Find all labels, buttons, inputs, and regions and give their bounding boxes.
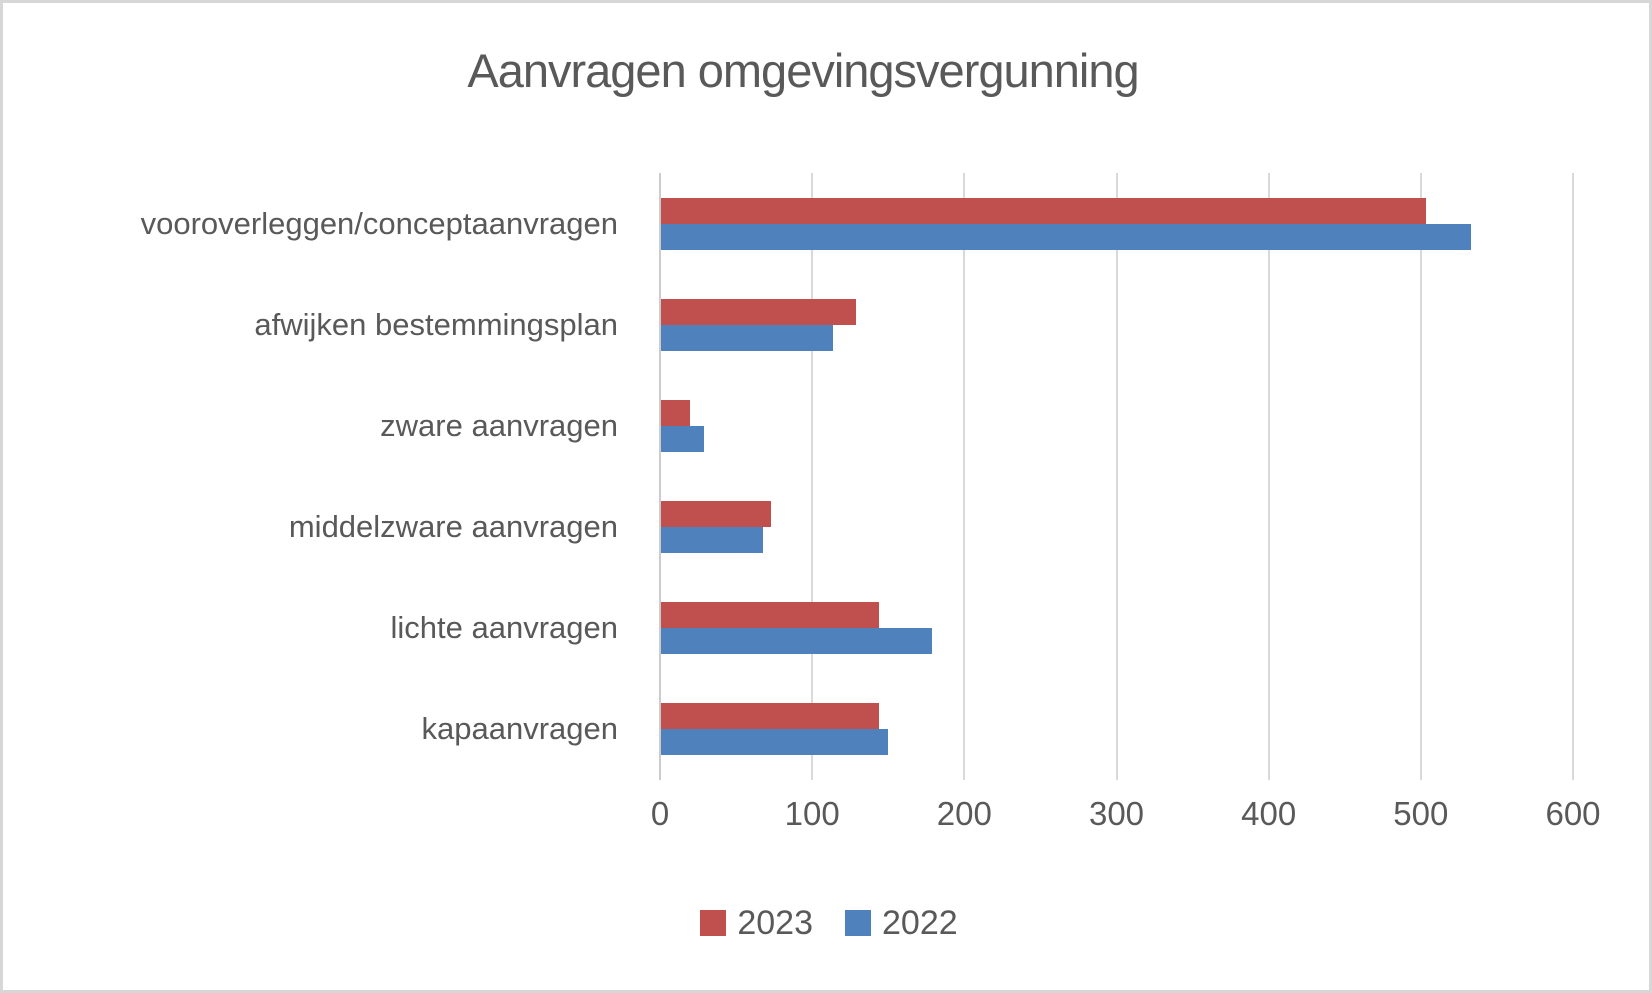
bar-2022 xyxy=(661,729,888,756)
x-tick-label: 600 xyxy=(1545,795,1601,832)
plot-area xyxy=(659,173,1574,780)
x-tick-label: 100 xyxy=(784,795,840,832)
x-tick-label: 300 xyxy=(1088,795,1145,832)
legend-swatch-2023 xyxy=(700,910,727,936)
category-label: afwijken bestemmingsplan xyxy=(254,306,618,342)
bar-2023 xyxy=(661,501,771,528)
bar-2023 xyxy=(661,298,856,325)
chart-title: Aanvragen omgevingsvergunning xyxy=(467,44,1139,97)
bar-2023 xyxy=(661,602,879,629)
bar-2022 xyxy=(661,425,704,452)
legend-swatch-2022 xyxy=(845,910,871,936)
bar-2023 xyxy=(661,703,879,730)
x-tick-label: 200 xyxy=(936,795,992,832)
legend-label-2023: 2023 xyxy=(737,903,813,942)
legend-item-2022: 2022 xyxy=(845,904,958,943)
x-tick-label: 500 xyxy=(1393,795,1449,832)
bar-2022 xyxy=(661,628,932,655)
bar-2023 xyxy=(661,197,1427,224)
category-label: kapaanvragen xyxy=(421,711,619,747)
category-label: lichte aanvragen xyxy=(390,610,619,646)
value-axis-line xyxy=(659,173,661,780)
bar-2022 xyxy=(661,527,763,554)
legend: 2023 2022 xyxy=(3,901,1649,945)
gridline xyxy=(1419,173,1422,780)
bar-2022 xyxy=(661,223,1471,250)
legend-label-2022: 2022 xyxy=(882,903,958,942)
gridline xyxy=(963,173,966,780)
x-tick-label: 0 xyxy=(650,795,670,832)
category-label: middelzware aanvragen xyxy=(288,509,618,545)
legend-item-2023: 2023 xyxy=(700,904,813,943)
category-label: vooroverleggen/conceptaanvragen xyxy=(140,205,618,241)
category-label: zware aanvragen xyxy=(380,407,618,443)
x-tick-label: 400 xyxy=(1241,795,1297,832)
gridline xyxy=(1115,173,1118,780)
gridline xyxy=(811,173,814,780)
bar-2023 xyxy=(661,399,690,426)
bar-2022 xyxy=(661,324,833,351)
gridline xyxy=(1572,173,1574,780)
gridline xyxy=(1267,173,1270,780)
